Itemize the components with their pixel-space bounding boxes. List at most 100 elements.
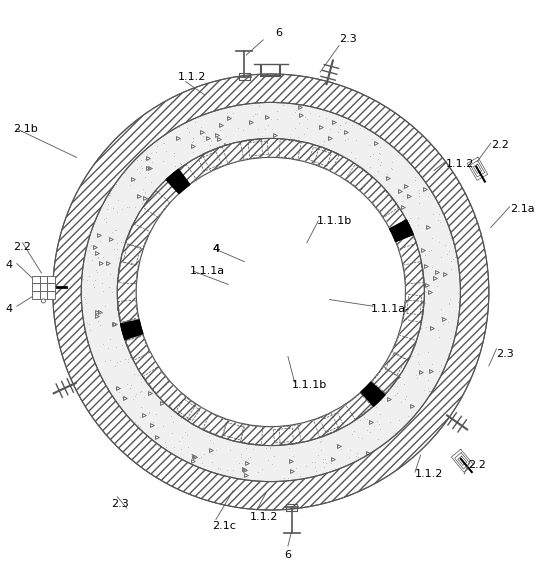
Point [229, 150, 238, 159]
Point [307, 416, 315, 426]
Point [111, 361, 119, 371]
Point [88, 249, 96, 259]
Point [424, 387, 433, 396]
Point [208, 457, 217, 466]
Point [352, 162, 360, 172]
Point [115, 356, 124, 365]
Text: 2.2: 2.2 [491, 140, 508, 150]
Point [376, 196, 385, 205]
Point [118, 287, 127, 297]
Point [239, 125, 248, 134]
Point [315, 437, 324, 447]
Point [120, 297, 129, 307]
Point [112, 180, 120, 189]
Point [183, 430, 191, 439]
Point [170, 162, 179, 171]
Point [151, 206, 160, 215]
Point [317, 162, 326, 171]
Point [257, 464, 266, 474]
Point [304, 421, 312, 430]
Point [176, 135, 184, 145]
Point [445, 229, 454, 238]
Point [234, 420, 243, 429]
Point [290, 134, 299, 143]
Point [102, 213, 111, 223]
Point [157, 208, 165, 218]
Text: 2.1a: 2.1a [509, 204, 534, 214]
Point [175, 402, 183, 412]
Point [311, 466, 320, 475]
Point [274, 429, 282, 439]
Point [348, 430, 357, 439]
Point [291, 107, 300, 117]
Point [404, 286, 412, 296]
Point [234, 124, 243, 133]
Point [317, 436, 325, 446]
Point [93, 267, 102, 277]
Text: 1.1.1a-: 1.1.1a- [370, 304, 410, 314]
Point [414, 359, 423, 369]
Point [295, 119, 304, 128]
Point [124, 225, 133, 235]
Point [211, 414, 220, 423]
Point [427, 233, 436, 242]
Point [301, 113, 309, 122]
Text: 1.1.2: 1.1.2 [178, 72, 207, 82]
Point [177, 432, 186, 442]
Point [387, 163, 396, 172]
Wedge shape [53, 74, 489, 510]
Point [424, 347, 433, 357]
Point [283, 425, 292, 434]
Point [131, 296, 139, 305]
Point [169, 388, 177, 397]
Point [318, 454, 327, 464]
Point [225, 445, 234, 454]
Point [104, 283, 113, 292]
Point [367, 378, 376, 388]
Point [335, 124, 344, 134]
Point [134, 420, 143, 429]
Point [259, 142, 267, 151]
Point [201, 128, 209, 138]
Point [217, 151, 225, 160]
Point [295, 471, 304, 481]
Point [81, 326, 90, 336]
Point [108, 274, 117, 283]
Point [138, 184, 147, 193]
Point [399, 335, 408, 344]
Point [164, 385, 173, 395]
Point [375, 419, 384, 429]
Point [313, 150, 321, 159]
Point [159, 421, 167, 430]
Point [162, 147, 171, 156]
Point [311, 463, 319, 472]
Point [437, 253, 446, 262]
Point [436, 312, 445, 322]
Point [124, 357, 133, 367]
Point [416, 265, 425, 274]
Point [386, 383, 395, 392]
Point [176, 158, 184, 167]
Point [248, 433, 256, 443]
Text: 1.1.1b: 1.1.1b [317, 216, 352, 226]
Point [205, 435, 214, 444]
Point [412, 269, 421, 278]
Point [325, 124, 334, 134]
Point [401, 395, 409, 404]
Point [177, 413, 186, 423]
Point [413, 280, 422, 289]
Point [302, 461, 311, 471]
Point [100, 301, 109, 311]
Point [247, 140, 255, 150]
Point [397, 252, 405, 261]
Point [89, 282, 98, 291]
Point [298, 145, 306, 155]
Point [319, 137, 328, 146]
Point [341, 119, 350, 128]
Point [434, 215, 442, 225]
Point [240, 140, 249, 150]
Point [196, 158, 205, 168]
Polygon shape [458, 456, 467, 465]
Point [113, 207, 121, 216]
Point [363, 415, 372, 424]
